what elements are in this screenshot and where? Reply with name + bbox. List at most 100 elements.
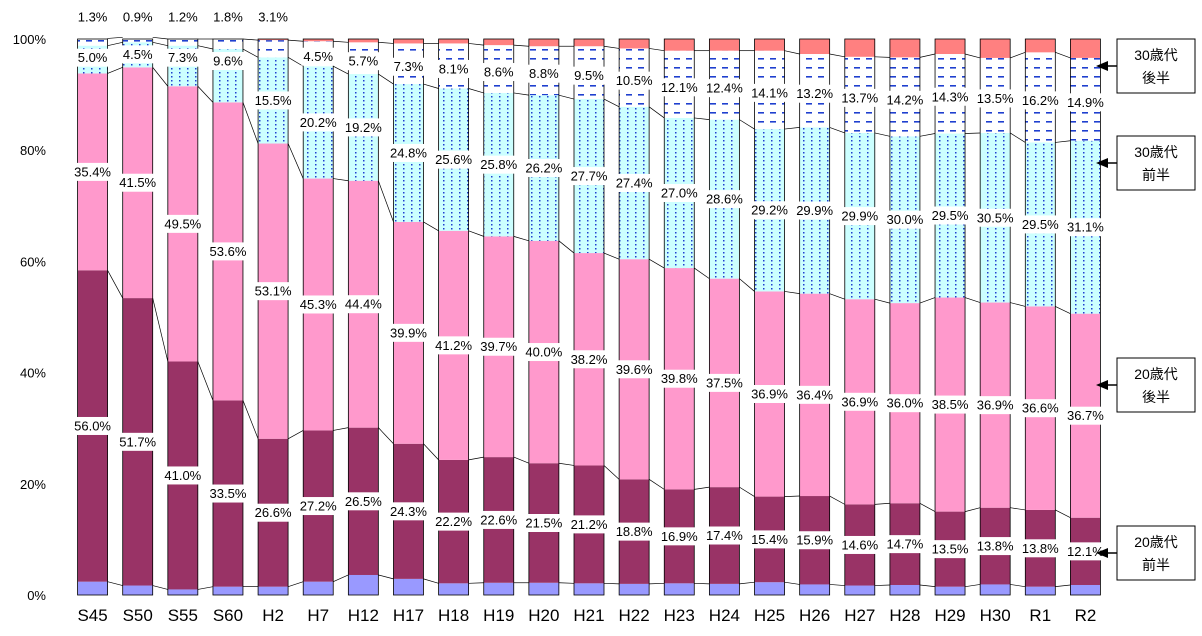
series-connector-line bbox=[874, 132, 890, 137]
bar-outline bbox=[1070, 38, 1101, 596]
data-label: 15.5% bbox=[255, 93, 292, 108]
series-connector-line bbox=[468, 43, 484, 46]
series-connector-line bbox=[152, 36, 168, 40]
data-label: 16.9% bbox=[661, 529, 698, 544]
bar-outline bbox=[302, 38, 334, 596]
data-label-bg bbox=[342, 118, 384, 137]
x-tick-label: H7 bbox=[307, 606, 329, 625]
data-label: 12.4% bbox=[706, 81, 743, 96]
data-label: 14.9% bbox=[1067, 95, 1104, 110]
series-connector-line bbox=[287, 581, 304, 587]
bar-segment-top bbox=[935, 39, 966, 55]
data-label-bg bbox=[162, 214, 204, 233]
data-label-bg bbox=[117, 173, 159, 192]
series-connector-line bbox=[423, 221, 439, 232]
data-label-bg bbox=[929, 206, 971, 225]
y-tick-label: 0% bbox=[27, 588, 46, 603]
series-connector-line bbox=[784, 50, 800, 55]
series-connector-line bbox=[648, 258, 665, 269]
data-label: 20.2% bbox=[300, 115, 337, 130]
data-label: 9.6% bbox=[213, 54, 243, 69]
data-label: 22.2% bbox=[435, 514, 472, 529]
series-connector-line bbox=[874, 584, 890, 586]
data-label: 13.8% bbox=[977, 539, 1014, 554]
series-connector-line bbox=[468, 456, 484, 461]
data-label-bg bbox=[794, 84, 836, 103]
data-label-bg bbox=[481, 63, 516, 82]
series-connector-line bbox=[874, 298, 891, 304]
data-label: 14.7% bbox=[886, 537, 923, 552]
data-label: 41.0% bbox=[164, 468, 201, 483]
bar-segment-lowest bbox=[619, 583, 650, 595]
arrow-left-icon bbox=[1096, 61, 1108, 71]
series-connector-line bbox=[829, 293, 845, 300]
bar-segment-top bbox=[574, 39, 604, 47]
bar-segment-top bbox=[528, 39, 559, 47]
data-label-bg bbox=[703, 373, 745, 392]
series-connector-line bbox=[1010, 302, 1026, 307]
data-label-bg bbox=[974, 89, 1016, 108]
series-connector-line bbox=[242, 400, 259, 439]
bar-segment-late30s bbox=[122, 37, 153, 43]
data-label: 10.5% bbox=[616, 73, 653, 88]
series-connector-line bbox=[1010, 584, 1026, 588]
data-label-bg bbox=[433, 150, 475, 169]
bar-segment-lowest bbox=[167, 589, 198, 595]
bar-segment-top bbox=[664, 39, 695, 51]
data-label: 38.2% bbox=[571, 352, 608, 367]
x-tick-label: H29 bbox=[934, 606, 965, 625]
series-connector-line bbox=[107, 41, 123, 47]
data-label: 21.2% bbox=[571, 517, 608, 532]
legend-box bbox=[1116, 357, 1196, 413]
x-tick-label: S45 bbox=[77, 606, 107, 625]
bar-segment-lowest bbox=[122, 585, 153, 595]
data-label: 26.2% bbox=[525, 160, 562, 175]
series-connector-line bbox=[333, 65, 349, 75]
data-label-bg bbox=[703, 190, 745, 209]
bar-outline bbox=[799, 38, 831, 596]
data-label-bg bbox=[301, 47, 336, 66]
data-label-bg bbox=[884, 210, 926, 229]
data-label-bg bbox=[478, 155, 520, 174]
data-label-bg bbox=[749, 201, 791, 220]
data-label: 53.1% bbox=[255, 284, 292, 299]
series-connector-line bbox=[694, 486, 710, 490]
data-label: 27.0% bbox=[661, 186, 698, 201]
bar-outline bbox=[212, 38, 244, 596]
series-connector-line bbox=[1055, 509, 1071, 519]
data-label-bg bbox=[387, 143, 429, 162]
bar-outline bbox=[347, 38, 379, 596]
data-label: 36.0% bbox=[886, 396, 923, 411]
series-connector-line bbox=[378, 41, 394, 44]
x-tick-label: H26 bbox=[799, 606, 830, 625]
legend-label: 20歳代 bbox=[1134, 366, 1178, 382]
series-connector-line bbox=[242, 38, 259, 41]
bar-outline bbox=[257, 38, 289, 596]
data-label: 18.8% bbox=[616, 524, 653, 539]
x-tick-label: H22 bbox=[619, 606, 650, 625]
series-connector-line bbox=[648, 479, 665, 490]
data-label: 9.5% bbox=[574, 68, 604, 83]
data-label: 7.3% bbox=[168, 50, 198, 65]
data-label: 8.6% bbox=[484, 65, 514, 80]
bar-outline bbox=[77, 38, 108, 596]
data-label: 28.6% bbox=[706, 192, 743, 207]
data-label-bg bbox=[1019, 91, 1061, 110]
data-label-bg bbox=[433, 336, 475, 355]
data-label: 29.2% bbox=[751, 203, 788, 218]
data-label: 12.1% bbox=[1067, 544, 1104, 559]
series-connector-line bbox=[242, 48, 259, 58]
data-label: 39.6% bbox=[616, 362, 653, 377]
data-label-bg bbox=[613, 71, 655, 90]
data-label: 14.2% bbox=[886, 92, 923, 107]
series-connector-line bbox=[1055, 584, 1071, 588]
series-connector-line bbox=[784, 581, 800, 585]
data-label: 17.4% bbox=[706, 528, 743, 543]
legend-box bbox=[1116, 135, 1196, 191]
data-label-bg bbox=[433, 512, 475, 531]
data-label-bg bbox=[117, 432, 159, 451]
x-tick-label: H30 bbox=[980, 606, 1011, 625]
data-label: 4.5% bbox=[123, 47, 153, 62]
x-tick-label: S60 bbox=[213, 606, 243, 625]
series-connector-line bbox=[1009, 132, 1026, 143]
